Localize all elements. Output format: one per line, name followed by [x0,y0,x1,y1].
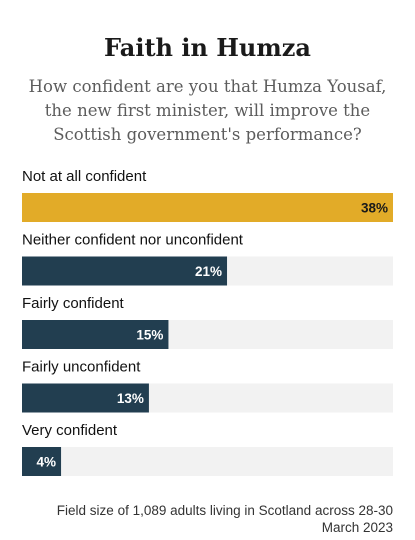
category-label: Fairly confident [22,295,125,312]
bar-value-label: 13% [117,391,144,406]
bar [22,320,169,349]
bar [22,447,62,476]
bar [22,256,228,286]
bars-group: Not at all confident 38% Neither confident… [22,168,393,476]
bar-track [22,447,393,476]
chart-subtitle-line-2: the new first minister, will improve the [45,101,370,120]
category-label: Very confident [22,422,118,439]
footnote-line-2: March 2023 [322,520,393,535]
bar [22,193,393,222]
bar-value-label: 21% [195,264,222,279]
bar-value-label: 38% [361,201,388,216]
category-label: Neither confident nor unconfident [22,232,244,249]
category-label: Fairly unconfident [22,359,141,376]
footnote-line-1: Field size of 1,089 adults living in Sco… [57,503,393,518]
bar-value-label: 4% [37,455,57,470]
bar [22,383,149,413]
category-label: Not at all confident [22,168,147,185]
chart-subtitle-line-1: How confident are you that Humza Yousaf, [29,77,387,96]
bar-value-label: 15% [136,328,163,343]
chart-subtitle-line-3: Scottish government's performance? [53,125,362,144]
chart-title: Faith in Humza [104,33,311,62]
